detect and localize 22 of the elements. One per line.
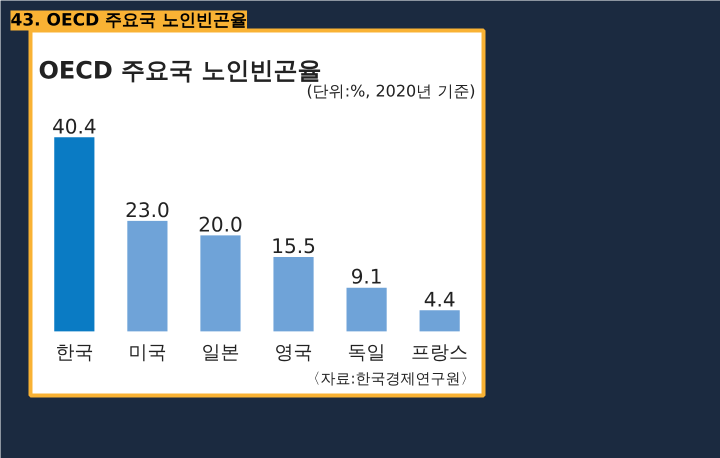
- bar: [273, 256, 314, 332]
- bar: [420, 310, 460, 332]
- text: 〈자료:한국경제연구원〉: [305, 370, 476, 388]
- x-tick-label: 독일: [348, 341, 386, 364]
- x-tick-label: 미국: [128, 341, 166, 364]
- data-label: 20.0: [198, 212, 243, 236]
- bar: [346, 288, 387, 332]
- x-tick-label: 한국: [55, 341, 94, 364]
- x-tick-label: 프랑스: [411, 341, 468, 364]
- chart-title: OECD 주요국 노인빈곤율: [38, 56, 322, 84]
- data-label: 40.4: [52, 114, 97, 138]
- bar: [200, 235, 241, 332]
- bar: [127, 220, 168, 332]
- x-tick-label: 일본: [201, 341, 240, 364]
- data-label: 4.4: [424, 287, 456, 312]
- chart-subtitle: (단위:%, 2020년 기준): [306, 82, 476, 100]
- data-label: 9.1: [350, 264, 383, 289]
- data-label: 23.0: [125, 198, 170, 222]
- bar: [54, 137, 94, 332]
- text: 43. OECD 주요국 노인빈곤율: [10, 10, 248, 30]
- data-label: 15.5: [271, 234, 316, 258]
- x-tick-label: 영국: [274, 341, 313, 364]
